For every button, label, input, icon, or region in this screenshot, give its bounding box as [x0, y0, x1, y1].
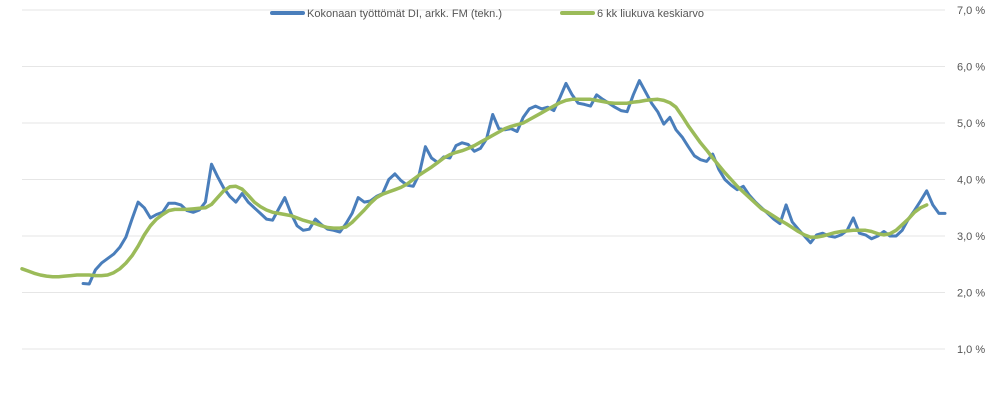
y-tick-label: 5,0 %	[957, 118, 985, 130]
y-tick-label: 7,0 %	[957, 5, 985, 17]
series-lines	[20, 79, 947, 286]
y-tick-label: 3,0 %	[957, 231, 985, 243]
y-tick-label: 1,0 %	[957, 344, 985, 356]
legend-label-series-1: Kokonaan työttömät DI, arkk. FM (tekn.)	[307, 8, 502, 20]
y-tick-label: 6,0 %	[957, 62, 985, 74]
legend-label-series-2: 6 kk liukuva keskiarvo	[597, 8, 704, 20]
series-line-1	[81, 79, 947, 286]
series-line-2	[20, 97, 929, 279]
y-tick-label: 2,0 %	[957, 288, 985, 300]
legend: Kokonaan työttömät DI, arkk. FM (tekn.) …	[270, 8, 704, 20]
y-tick-label: 4,0 %	[957, 175, 985, 187]
y-axis-tick-labels: 1,0 % 2,0 % 3,0 % 4,0 % 5,0 % 6,0 % 7,0 %	[957, 5, 985, 356]
gridlines	[22, 9, 945, 350]
